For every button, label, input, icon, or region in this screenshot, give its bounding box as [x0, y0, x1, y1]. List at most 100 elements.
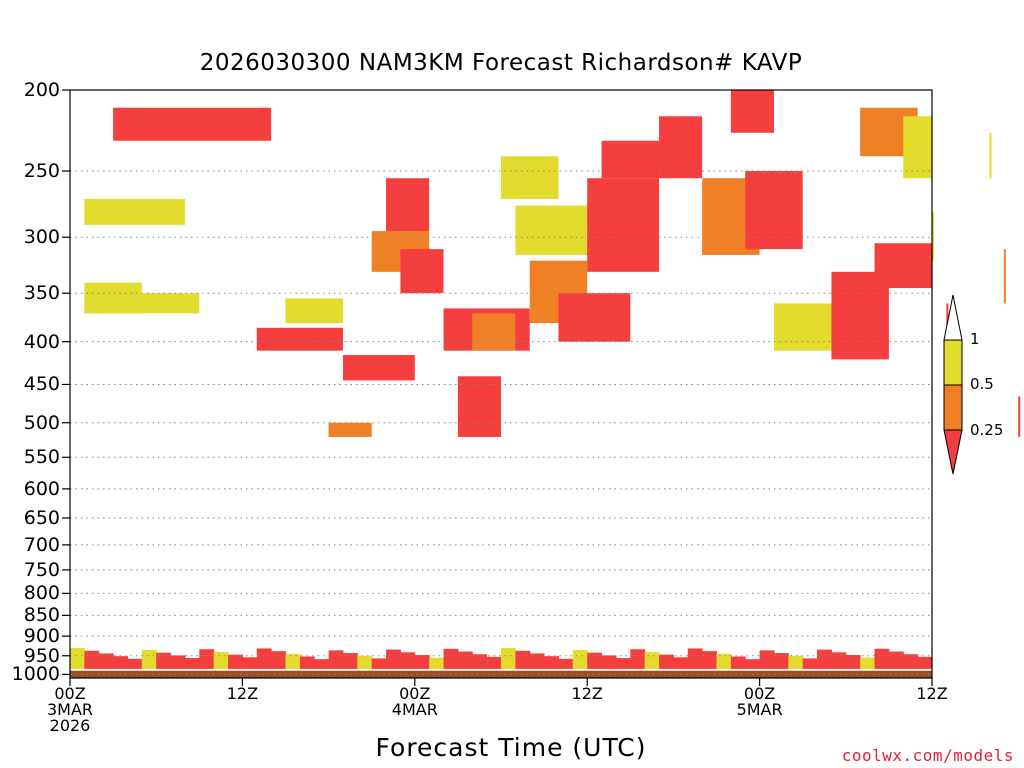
- heatmap-cell: [285, 298, 343, 324]
- heatmap-cell: [932, 212, 934, 261]
- surface-cell: [773, 653, 789, 669]
- surface-cell: [328, 650, 344, 669]
- heatmap-cell: [256, 327, 343, 351]
- heatmap-cell: [1003, 249, 1006, 304]
- y-label-500: 500: [23, 411, 60, 434]
- colorbar-bin-0-25-to-0-5: [943, 384, 963, 431]
- y-label-550: 550: [23, 446, 60, 469]
- colorbar-label-1: 1: [970, 330, 980, 348]
- ground-layer: [70, 670, 932, 678]
- surface-cell: [199, 649, 215, 669]
- surface-cell: [443, 648, 459, 669]
- surface-cell: [429, 657, 445, 669]
- surface-cell: [903, 654, 919, 669]
- surface-cell: [256, 648, 272, 669]
- heatmap-cells: [70, 90, 1021, 669]
- heatmap-cell: [472, 313, 516, 351]
- surface-cell: [386, 649, 401, 669]
- surface-cell: [515, 650, 531, 669]
- y-label-600: 600: [23, 477, 60, 500]
- surface-cell: [544, 656, 559, 669]
- heatmap-cell: [587, 178, 660, 272]
- surface-cell: [687, 648, 703, 669]
- surface-cell: [299, 656, 315, 669]
- x-label-60: 12Z: [916, 684, 948, 703]
- y-label-1000: 1000: [11, 663, 60, 686]
- surface-cell: [601, 655, 617, 669]
- heatmap-cell: [84, 282, 142, 314]
- heatmap-cell: [989, 132, 992, 179]
- heatmap-cell: [745, 171, 803, 250]
- surface-cell: [271, 651, 286, 669]
- surface-cell: [702, 651, 717, 669]
- heatmap-cell: [515, 205, 602, 255]
- y-label-650: 650: [23, 506, 60, 529]
- surface-cell: [285, 653, 301, 669]
- surface-cell: [156, 652, 172, 669]
- surface-cell: [501, 648, 516, 669]
- heatmap-cell: [84, 198, 185, 225]
- heatmap-cell: [501, 156, 559, 199]
- surface-cell: [673, 657, 689, 669]
- heatmap-cell: [113, 107, 272, 141]
- surface-cell: [716, 653, 732, 669]
- heatmap-cell: [659, 116, 703, 179]
- surface-cell: [472, 654, 488, 669]
- y-label-350: 350: [23, 282, 60, 305]
- surface-cell: [457, 651, 473, 669]
- y-label-400: 400: [23, 330, 60, 353]
- surface-cell: [888, 651, 904, 669]
- surface-cell: [874, 648, 890, 669]
- heatmap-cell: [457, 376, 501, 437]
- colorbar-label-0-25: 0.25: [970, 421, 1004, 439]
- surface-cell: [587, 652, 603, 669]
- colorbar-bin-0-5-to-1: [943, 339, 963, 386]
- surface-cell: [529, 653, 545, 669]
- surface-cell: [659, 654, 674, 669]
- colorbar: [943, 294, 963, 475]
- heatmap-cell: [328, 422, 372, 437]
- tick-marks: [62, 89, 933, 686]
- surface-cell: [817, 649, 832, 669]
- credit-text: coolwx.com/models: [841, 746, 1014, 765]
- surface-cell: [730, 656, 746, 669]
- surface-cell: [759, 650, 775, 669]
- y-label-750: 750: [23, 558, 60, 581]
- surface-cell: [170, 655, 186, 669]
- surface-cell: [558, 658, 574, 669]
- surface-cell: [644, 651, 660, 669]
- y-label-250: 250: [23, 160, 60, 183]
- ground-fill: [70, 670, 932, 678]
- heatmap-cell: [903, 116, 932, 179]
- surface-cell: [371, 658, 387, 669]
- x-label-12: 12Z: [226, 684, 259, 703]
- y-label-950: 950: [23, 644, 60, 667]
- x-label-36: 12Z: [571, 684, 603, 703]
- surface-cell: [615, 658, 631, 669]
- y-label-700: 700: [23, 533, 60, 556]
- surface-cell: [213, 651, 229, 669]
- surface-cell: [788, 655, 804, 669]
- gridlines: [70, 170, 932, 675]
- colorbar-label-0-5: 0.5: [970, 375, 994, 393]
- heatmap-cell: [342, 355, 415, 381]
- surface-cell: [414, 654, 430, 669]
- x-label-24: 00Z 4MAR: [391, 684, 438, 719]
- heatmap-cell: [601, 140, 660, 179]
- surface-cell: [572, 649, 588, 669]
- surface-cell: [342, 653, 358, 669]
- surface-cell: [228, 654, 243, 669]
- surface-cell: [98, 653, 114, 669]
- surface-cell: [802, 658, 818, 669]
- surface-cell: [184, 658, 200, 669]
- surface-cell: [917, 656, 933, 669]
- heatmap-cell: [730, 90, 774, 133]
- surface-cell: [314, 659, 330, 669]
- surface-cell: [845, 654, 861, 669]
- x-label-0: 00Z 3MAR 2026: [46, 684, 94, 735]
- surface-cell: [630, 649, 646, 669]
- y-label-450: 450: [23, 373, 60, 396]
- surface-cell: [242, 657, 258, 669]
- heatmap-cell: [400, 249, 444, 294]
- heatmap-cell: [1018, 396, 1021, 437]
